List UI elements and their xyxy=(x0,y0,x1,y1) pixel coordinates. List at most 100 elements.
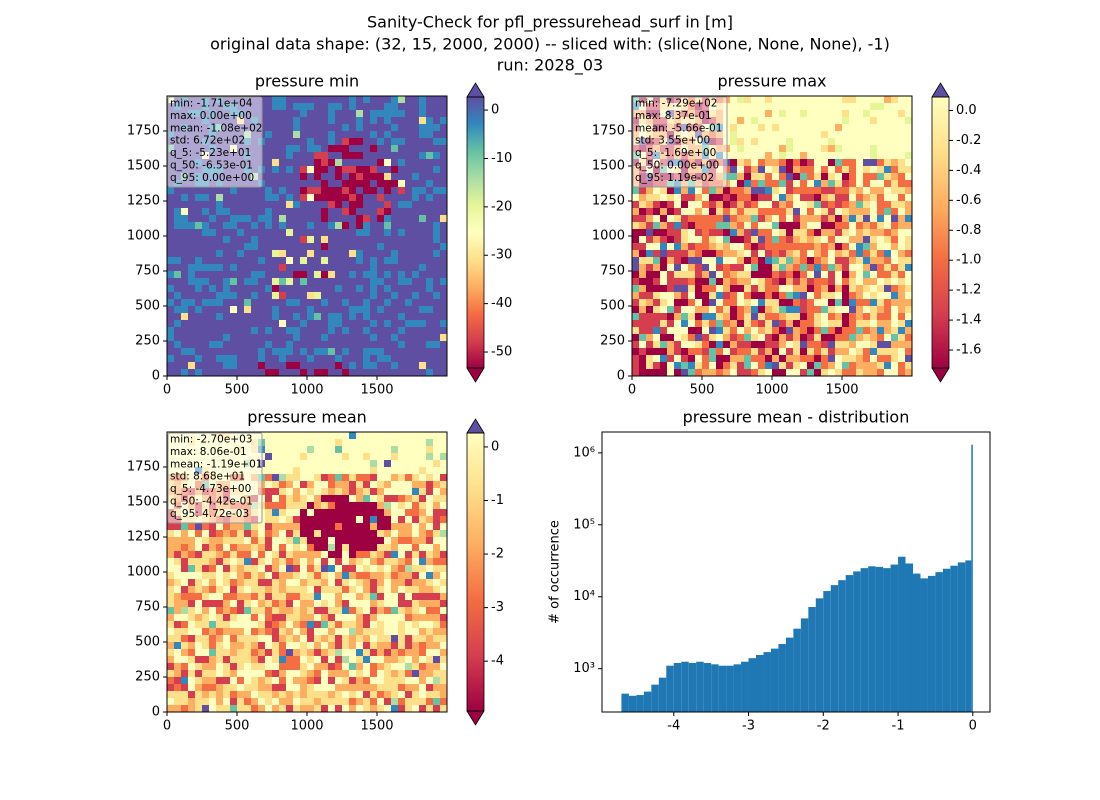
pixel xyxy=(265,509,273,517)
pixel xyxy=(321,530,329,538)
pixel xyxy=(709,271,717,279)
pixel xyxy=(639,348,647,356)
pixel xyxy=(405,236,413,244)
pixel xyxy=(821,362,829,370)
pixel xyxy=(751,131,759,139)
pixel xyxy=(835,334,843,342)
pixel xyxy=(363,684,371,692)
pixel xyxy=(314,96,322,104)
pixel xyxy=(349,292,357,300)
pixel xyxy=(835,96,843,104)
pixel xyxy=(321,96,329,104)
pixel xyxy=(412,320,420,328)
pixel xyxy=(821,215,829,223)
pixel xyxy=(237,656,245,664)
pixel xyxy=(335,705,343,713)
pixel xyxy=(202,348,210,356)
pixel xyxy=(765,194,773,202)
pixel xyxy=(251,327,259,335)
pixel xyxy=(744,110,752,118)
pixel xyxy=(412,257,420,265)
pixel xyxy=(342,670,350,678)
pixel xyxy=(293,208,301,216)
pixel xyxy=(244,348,252,356)
pixel xyxy=(821,285,829,293)
pixel xyxy=(300,208,308,216)
pixel xyxy=(370,551,378,559)
pixel xyxy=(660,334,668,342)
pixel xyxy=(398,369,406,377)
pixel xyxy=(870,327,878,335)
pixel xyxy=(363,236,371,244)
pixel xyxy=(195,187,203,195)
pixel xyxy=(391,586,399,594)
pixel xyxy=(384,222,392,230)
pixel xyxy=(758,173,766,181)
pixel xyxy=(272,257,280,265)
pixel xyxy=(349,537,357,545)
pixel xyxy=(300,453,308,461)
pixel xyxy=(251,607,259,615)
pixel xyxy=(391,530,399,538)
pixel xyxy=(758,124,766,132)
pixel xyxy=(272,299,280,307)
pixel xyxy=(828,173,836,181)
pixel xyxy=(405,327,413,335)
pixel xyxy=(174,306,182,314)
pixel xyxy=(384,474,392,482)
pixel xyxy=(807,362,815,370)
pixel xyxy=(765,362,773,370)
pixel xyxy=(356,194,364,202)
pixel xyxy=(342,600,350,608)
pixel xyxy=(370,166,378,174)
pixel xyxy=(412,341,420,349)
pixel xyxy=(821,313,829,321)
pixel xyxy=(440,684,448,692)
pixel xyxy=(314,131,322,139)
pixel xyxy=(251,579,259,587)
pixel xyxy=(828,201,836,209)
pixel xyxy=(286,530,294,538)
pixel xyxy=(202,656,210,664)
pixel xyxy=(398,607,406,615)
pixel xyxy=(314,166,322,174)
pixel xyxy=(905,138,913,146)
pixel xyxy=(891,229,899,237)
pixel xyxy=(258,621,266,629)
pixel xyxy=(639,327,647,335)
pixel xyxy=(356,516,364,524)
pixel xyxy=(440,621,448,629)
pixel xyxy=(370,656,378,664)
pixel xyxy=(398,271,406,279)
pixel xyxy=(398,691,406,699)
pixel xyxy=(349,663,357,671)
pixel xyxy=(419,495,427,503)
pixel xyxy=(751,194,759,202)
pixel xyxy=(279,320,287,328)
pixel xyxy=(800,173,808,181)
pixel xyxy=(321,593,329,601)
pixel xyxy=(244,334,252,342)
pixel xyxy=(335,117,343,125)
pixel xyxy=(807,243,815,251)
pixel xyxy=(370,670,378,678)
pixel xyxy=(898,138,906,146)
pixel xyxy=(321,691,329,699)
pixel xyxy=(842,229,850,237)
pixel xyxy=(174,208,182,216)
pixel xyxy=(258,285,266,293)
pixel xyxy=(765,124,773,132)
pixel xyxy=(377,656,385,664)
pixel xyxy=(646,320,654,328)
pixel xyxy=(286,698,294,706)
pixel xyxy=(300,292,308,300)
pixel xyxy=(321,159,329,167)
pixel xyxy=(230,362,238,370)
pixel xyxy=(426,278,434,286)
pixel xyxy=(716,215,724,223)
pixel xyxy=(356,635,364,643)
y-tick-label: 1750 xyxy=(127,124,160,139)
pixel xyxy=(377,306,385,314)
pixel xyxy=(377,145,385,153)
pixel xyxy=(793,264,801,272)
